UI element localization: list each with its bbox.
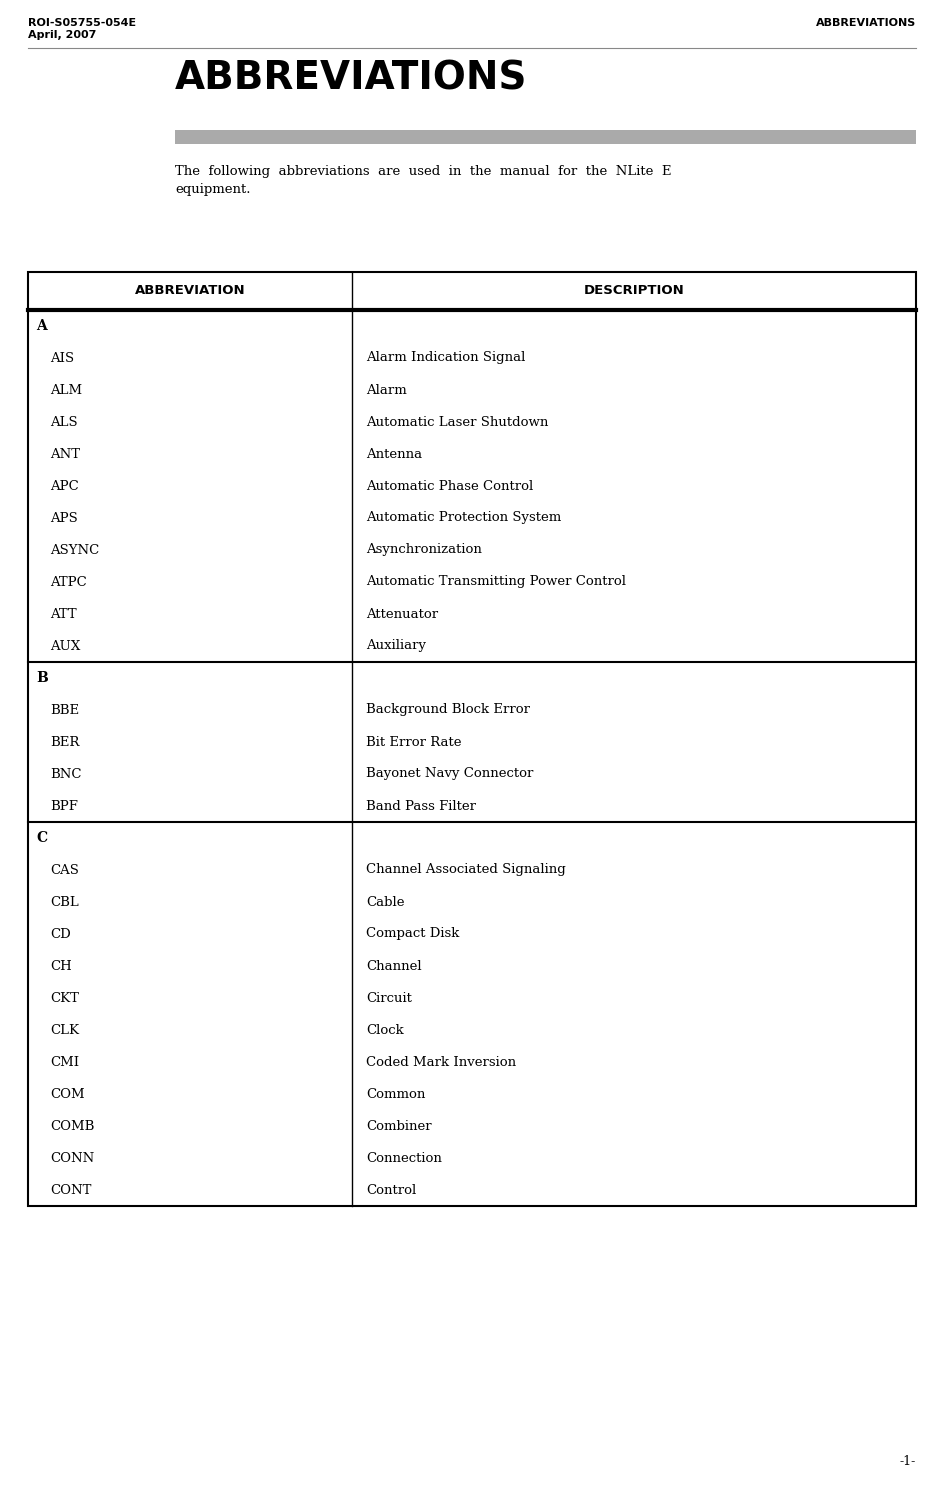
Text: CAS: CAS xyxy=(50,864,79,876)
Text: BER: BER xyxy=(50,736,79,748)
Text: COM: COM xyxy=(50,1088,85,1101)
Text: Channel: Channel xyxy=(366,960,422,973)
Text: Channel Associated Signaling: Channel Associated Signaling xyxy=(366,864,565,876)
Text: BNC: BNC xyxy=(50,767,81,781)
Text: Control: Control xyxy=(366,1183,416,1196)
Text: CONN: CONN xyxy=(50,1152,94,1165)
Text: ABBREVIATIONS: ABBREVIATIONS xyxy=(816,18,916,28)
Text: Bayonet Navy Connector: Bayonet Navy Connector xyxy=(366,767,533,781)
Text: Attenuator: Attenuator xyxy=(366,608,438,620)
Text: Combiner: Combiner xyxy=(366,1119,431,1132)
Text: CD: CD xyxy=(50,927,71,940)
Text: ALS: ALS xyxy=(50,416,77,429)
Text: ATPC: ATPC xyxy=(50,575,87,589)
Text: Circuit: Circuit xyxy=(366,991,412,1004)
Text: Compact Disk: Compact Disk xyxy=(366,927,460,940)
Text: ROI-S05755-054E: ROI-S05755-054E xyxy=(28,18,136,28)
Text: APS: APS xyxy=(50,511,77,524)
Text: Alarm: Alarm xyxy=(366,383,407,396)
Text: Bit Error Rate: Bit Error Rate xyxy=(366,736,462,748)
Text: APC: APC xyxy=(50,480,78,493)
Text: Clock: Clock xyxy=(366,1024,404,1037)
Text: Band Pass Filter: Band Pass Filter xyxy=(366,800,476,812)
Text: CH: CH xyxy=(50,960,72,973)
Text: CKT: CKT xyxy=(50,991,79,1004)
Text: AUX: AUX xyxy=(50,639,80,653)
Text: Coded Mark Inversion: Coded Mark Inversion xyxy=(366,1055,516,1068)
Text: ALM: ALM xyxy=(50,383,82,396)
Text: April, 2007: April, 2007 xyxy=(28,30,96,40)
Text: Alarm Indication Signal: Alarm Indication Signal xyxy=(366,352,526,365)
Text: CMI: CMI xyxy=(50,1055,79,1068)
Text: equipment.: equipment. xyxy=(175,183,250,197)
Text: C: C xyxy=(36,831,47,845)
Text: Common: Common xyxy=(366,1088,426,1101)
Text: Auxiliary: Auxiliary xyxy=(366,639,426,653)
Text: ASYNC: ASYNC xyxy=(50,544,99,556)
Text: Background Block Error: Background Block Error xyxy=(366,703,530,717)
Text: Cable: Cable xyxy=(366,895,404,909)
Text: CONT: CONT xyxy=(50,1183,92,1196)
Text: DESCRIPTION: DESCRIPTION xyxy=(583,285,684,298)
Text: Asynchronization: Asynchronization xyxy=(366,544,481,556)
Text: Automatic Transmitting Power Control: Automatic Transmitting Power Control xyxy=(366,575,626,589)
Text: COMB: COMB xyxy=(50,1119,94,1132)
Text: Automatic Phase Control: Automatic Phase Control xyxy=(366,480,533,493)
Text: BBE: BBE xyxy=(50,703,79,717)
Text: Connection: Connection xyxy=(366,1152,442,1165)
Text: The  following  abbreviations  are  used  in  the  manual  for  the  NLite  E: The following abbreviations are used in … xyxy=(175,165,671,177)
Text: CBL: CBL xyxy=(50,895,78,909)
Text: Automatic Protection System: Automatic Protection System xyxy=(366,511,562,524)
Text: CLK: CLK xyxy=(50,1024,79,1037)
Text: BPF: BPF xyxy=(50,800,77,812)
Text: Antenna: Antenna xyxy=(366,447,422,460)
Text: ABBREVIATIONS: ABBREVIATIONS xyxy=(175,60,528,98)
Text: B: B xyxy=(36,670,48,685)
Text: A: A xyxy=(36,319,47,332)
Bar xyxy=(175,130,916,145)
Bar xyxy=(28,273,916,1205)
Text: ABBREVIATION: ABBREVIATION xyxy=(135,285,245,298)
Text: ATT: ATT xyxy=(50,608,76,620)
Text: AIS: AIS xyxy=(50,352,75,365)
Text: Automatic Laser Shutdown: Automatic Laser Shutdown xyxy=(366,416,548,429)
Text: -1-: -1- xyxy=(900,1456,916,1468)
Text: ANT: ANT xyxy=(50,447,80,460)
